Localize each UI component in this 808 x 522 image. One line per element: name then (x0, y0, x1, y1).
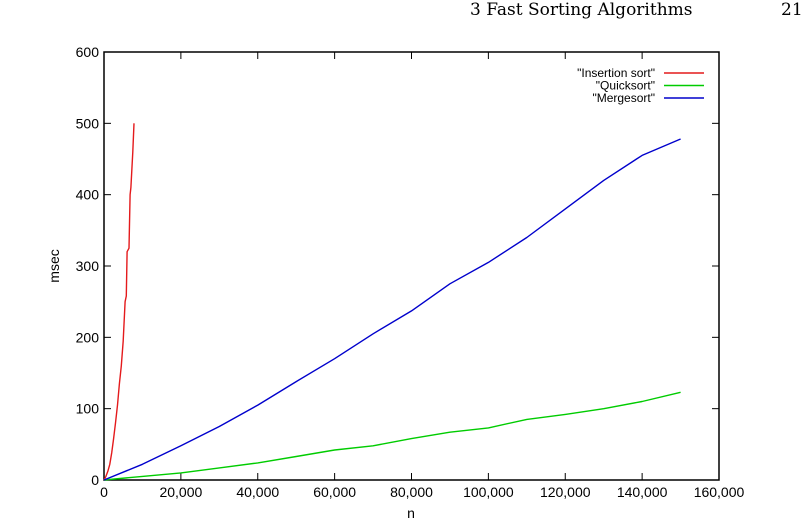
y-tick-label: 300 (76, 258, 100, 274)
y-tick-label: 600 (76, 44, 100, 60)
x-axis-title: n (407, 505, 415, 521)
x-tick-label: 160,000 (694, 484, 745, 500)
y-axis-ticks: 0 100 200 300 400 500 600 (76, 44, 719, 488)
legend-label: "Mergesort" (592, 91, 655, 105)
series-line-1 (103, 123, 135, 481)
x-tick-label: 80,000 (390, 484, 433, 500)
x-tick-label: 60,000 (313, 484, 356, 500)
y-tick-label: 400 (76, 187, 100, 203)
series-line-3 (103, 138, 681, 481)
series-layer (103, 123, 681, 481)
x-tick-label: 20,000 (159, 484, 202, 500)
page-number: 21 (781, 0, 803, 20)
y-tick-label: 200 (76, 329, 100, 345)
x-tick-label: 120,000 (540, 484, 591, 500)
x-tick-label: 140,000 (617, 484, 668, 500)
chapter-title: 3 Fast Sorting Algorithms (470, 0, 693, 20)
series-line-2 (103, 391, 681, 481)
y-tick-label: 500 (76, 115, 100, 131)
x-tick-label: 40,000 (236, 484, 279, 500)
x-tick-label: 100,000 (463, 484, 514, 500)
y-tick-label: 0 (91, 472, 99, 488)
plot-frame (103, 51, 720, 481)
legend-label: "Quicksort" (596, 79, 655, 93)
x-axis-ticks: 0 20,000 40,000 60,000 80,000 100,000 120,000 1… (100, 52, 745, 500)
page-header: 3 Fast Sorting Algorithms 21 (0, 0, 808, 30)
y-axis-title: msec (46, 249, 62, 282)
y-tick-label: 100 (76, 401, 100, 417)
legend: "Insertion sort""Quicksort""Mergesort" (577, 66, 704, 105)
x-tick-label: 0 (100, 484, 108, 500)
legend-label: "Insertion sort" (577, 66, 655, 80)
